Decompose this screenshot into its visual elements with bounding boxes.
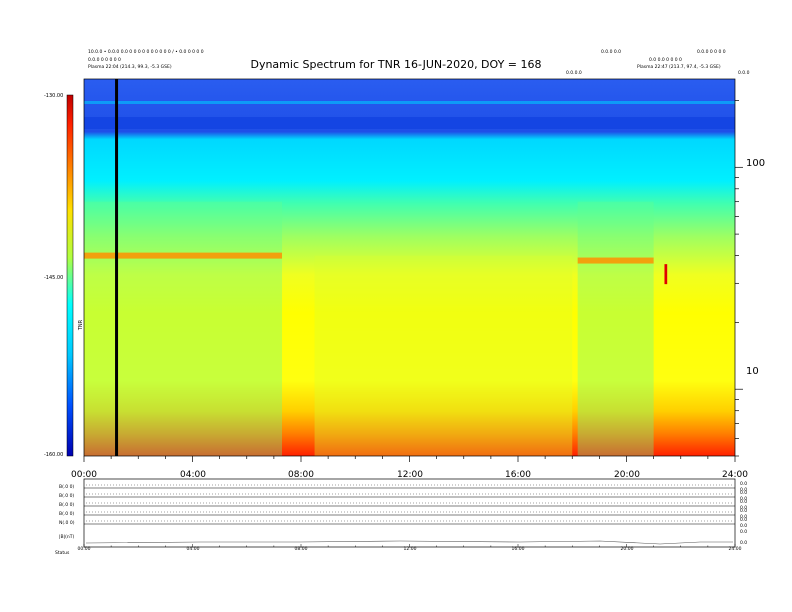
- subpanel-label-1: B(.0 0): [59, 485, 75, 490]
- subpanel-label-5: N(.0 0): [59, 521, 75, 526]
- header-info-line2: 0.0.0 0 0 0 0 0: [88, 58, 121, 63]
- subpanel-x-tick: 12:00: [403, 547, 417, 552]
- burst-mark: [664, 264, 668, 285]
- subpanel-right-tick: 0.0: [740, 506, 748, 511]
- subpanel-right-tick: 0.0: [740, 482, 748, 487]
- subpanel-right-tick: 0.0: [740, 530, 748, 535]
- band-stripe: [84, 101, 735, 104]
- colorbar-label: TNR: [78, 319, 85, 331]
- subpanel-right-tick: 0.0: [740, 518, 748, 523]
- subpanel-x-tick: 08:00: [294, 547, 308, 552]
- y-tick-10: 10: [746, 366, 759, 377]
- subpanel-footer-label: Status: [55, 551, 70, 556]
- header-right-line2: 0.0.0 0 0 0 0: [697, 50, 726, 55]
- activity-region: [314, 255, 573, 456]
- x-tick-0000: 00:00: [71, 470, 97, 480]
- subpanel-x-tick: 00:00: [77, 547, 91, 552]
- x-tick-1200: 12:00: [397, 470, 423, 480]
- chart-title: Dynamic Spectrum for TNR 16-JUN-2020, DO…: [250, 58, 542, 71]
- header-right-line1: 0.0.0 0.0: [601, 50, 622, 55]
- subpanel-x-tick: 16:00: [511, 547, 525, 552]
- header-right-marker: 0.0.0: [738, 71, 750, 76]
- spectrogram-image: [84, 79, 735, 456]
- subpanel-right-tick: 0.0: [740, 500, 748, 505]
- subpanel-btot-trace: [85, 540, 733, 545]
- subpanel-right-tick: 0.0: [740, 488, 748, 493]
- header-info-line1: 10.0.0 • 0.0.0 0.0 0 0 0 0 0 0 0 0 0 0 /…: [88, 50, 204, 55]
- subpanel-frame: [83, 478, 736, 548]
- x-tick-2400: 24:00: [722, 470, 748, 480]
- subpanel-x-tick: 24:00: [728, 547, 742, 552]
- header-right-line4: Plasma 22:47 (213.7, 97.4, -5.3 GSE): [637, 65, 721, 70]
- subpanel-right-tick: 0.0: [740, 524, 748, 529]
- y-tick-100: 100: [746, 158, 766, 169]
- subpanel-x-tick: 04:00: [186, 547, 200, 552]
- colorbar: [66, 94, 74, 457]
- subpanel-x-tick: 20:00: [620, 547, 634, 552]
- colorbar-tick-mid: -145.00: [44, 275, 64, 281]
- activity-region: [577, 201, 654, 456]
- plasma-line-mark: [84, 252, 283, 259]
- subpanel-label-2: B(.0 0): [59, 494, 75, 499]
- activity-region: [84, 201, 283, 456]
- header-info-line3: Plasma 22:04 (214.3, 99.3, -5.3 GSE): [88, 65, 172, 70]
- header-right-line3: 0.0 0.0 0 0 0 0: [649, 58, 682, 63]
- subpanel-right-tick: 0.0: [740, 515, 748, 520]
- subpanel-right-tick: 0.0: [740, 497, 748, 502]
- x-tick-1600: 16:00: [505, 470, 531, 480]
- subpanel-label-4: B(.0 0): [59, 512, 75, 517]
- band-stripe: [84, 117, 735, 129]
- spectrogram-background: [84, 79, 735, 456]
- marker-line: [115, 79, 119, 456]
- x-tick-0800: 08:00: [288, 470, 314, 480]
- subpanel-right-tick: 0.0: [740, 491, 748, 496]
- colorbar-tick-top: -130.00: [44, 93, 64, 99]
- x-tick-0400: 04:00: [180, 470, 206, 480]
- subpanel-label-6: |B|(nT): [59, 535, 75, 540]
- subpanel-right-tick: 0.0: [740, 541, 748, 546]
- x-tick-2000: 20:00: [614, 470, 640, 480]
- plasma-line-mark: [577, 257, 654, 264]
- header-mid-marker: 0.0.0.0: [566, 71, 582, 76]
- subpanel-right-tick: 0.0: [740, 509, 748, 514]
- subpanel-label-3: B(.0 0): [59, 503, 75, 508]
- colorbar-tick-bottom: -160.00: [44, 452, 64, 458]
